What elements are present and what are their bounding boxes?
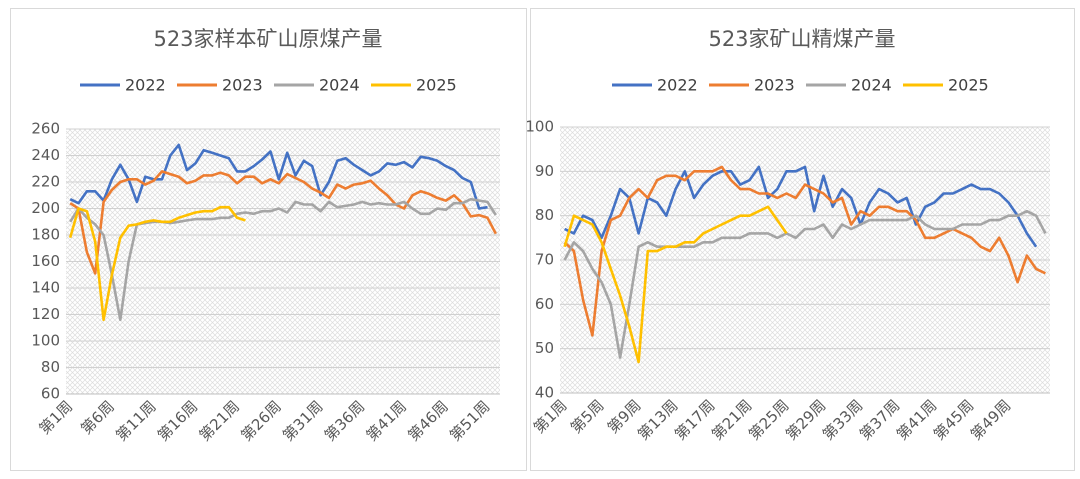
y-tick-label: 160 xyxy=(31,252,60,270)
series-line xyxy=(564,165,1038,248)
legend-label: 2022 xyxy=(657,76,698,95)
y-tick-label: 120 xyxy=(31,305,60,323)
chart-title: 523家样本矿山原煤产量 xyxy=(153,27,382,51)
y-tick-label: 200 xyxy=(31,199,60,217)
legend-label: 2025 xyxy=(948,76,989,95)
y-tick-label: 240 xyxy=(31,146,60,164)
y-tick-label: 140 xyxy=(31,279,60,297)
y-tick-label: 220 xyxy=(31,173,60,191)
series-line xyxy=(563,205,788,364)
y-tick-label: 260 xyxy=(31,120,60,138)
y-tick-label: 50 xyxy=(535,339,554,357)
series-line xyxy=(563,165,1046,337)
legend-label: 2025 xyxy=(416,76,457,95)
y-tick-label: 60 xyxy=(535,295,554,313)
y-tick-label: 90 xyxy=(535,162,554,180)
y-tick-label: 80 xyxy=(535,206,554,224)
y-tick-label: 60 xyxy=(41,385,60,403)
chart-title: 523家矿山精煤产量 xyxy=(708,27,895,51)
y-tick-label: 40 xyxy=(535,384,554,402)
y-tick-label: 180 xyxy=(31,226,60,244)
series-line xyxy=(69,170,497,275)
legend-label: 2024 xyxy=(851,76,892,95)
y-tick-label: 100 xyxy=(525,118,554,136)
legend-label: 2022 xyxy=(125,76,166,95)
y-tick-label: 80 xyxy=(41,358,60,376)
series-line xyxy=(68,205,246,322)
legend-label: 2023 xyxy=(222,76,263,95)
series-line xyxy=(69,143,488,210)
y-tick-label: 100 xyxy=(31,332,60,350)
legend-label: 2024 xyxy=(319,76,360,95)
series-line xyxy=(563,209,1047,359)
legend-label: 2023 xyxy=(754,76,795,95)
y-tick-label: 70 xyxy=(535,251,554,269)
